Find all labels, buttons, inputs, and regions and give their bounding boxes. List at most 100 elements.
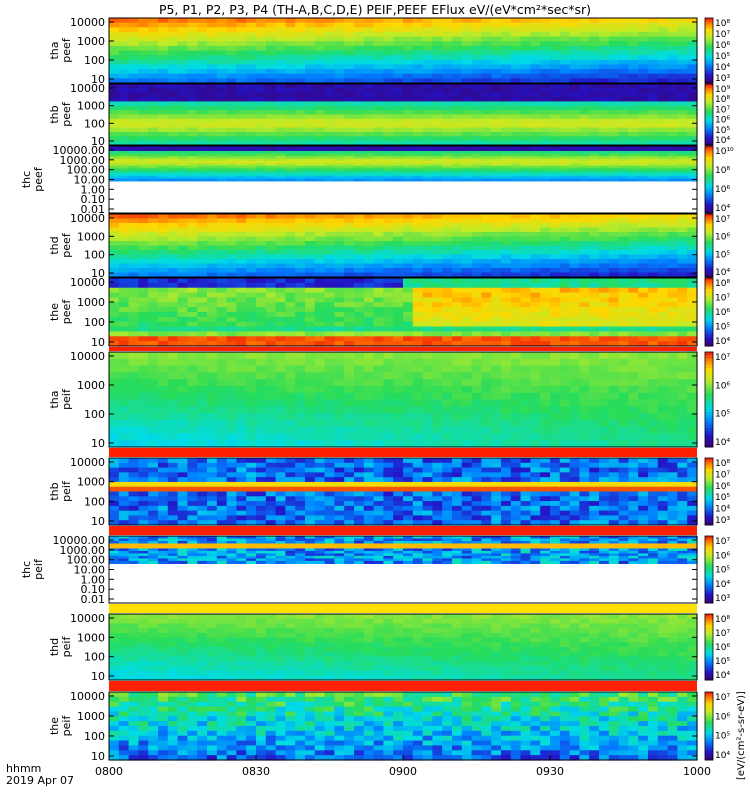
colorbar-tick-label: 10⁵ bbox=[715, 493, 730, 503]
y-tick-label: 100.00 bbox=[67, 164, 106, 177]
panel-frame bbox=[108, 277, 698, 347]
colorbar-tick-label: 10³ bbox=[715, 74, 730, 84]
colorbar-tick-label: 10⁴ bbox=[715, 204, 730, 214]
colorbar: 10⁴ 10⁵ 10⁶ 10⁷ bbox=[704, 213, 730, 278]
colorbar-tick-label: 10³ bbox=[715, 516, 730, 526]
colorbar-tick-label: 10⁶ bbox=[715, 643, 730, 653]
y-axis-product-label: peef bbox=[32, 166, 45, 192]
panel-cells bbox=[109, 536, 698, 564]
panel-the-peef: 10 100 1000 10000 the peef 10⁴ 10⁵ 10⁶ 10⁷ 10⁸ bbox=[48, 276, 730, 349]
colorbar-tick-label: 10⁵ bbox=[715, 323, 730, 333]
y-tick-label: 10000.00 bbox=[53, 534, 106, 547]
colorbar-tick-label: 10⁷ bbox=[715, 294, 730, 304]
y-tick-label: 1000 bbox=[77, 100, 105, 113]
y-tick-label: 10000 bbox=[70, 276, 105, 289]
colorbar-tick-label: 10⁶ bbox=[715, 712, 730, 722]
x-tick-label: 0830 bbox=[242, 765, 270, 778]
colorbar-tick-label: 10⁵ bbox=[715, 657, 730, 667]
colorbar-tick-label: 10⁸ bbox=[715, 615, 730, 625]
colorbar-tick-label: 10³ bbox=[715, 594, 730, 604]
y-axis-product-label: peef bbox=[60, 299, 73, 325]
panel-cells bbox=[109, 614, 698, 681]
colorbar-tick-label: 10⁶ bbox=[715, 381, 730, 391]
y-axis-product-label: peif bbox=[60, 388, 73, 410]
footer-hhmm: hhmm bbox=[6, 762, 41, 775]
y-axis-probe-label: tha bbox=[48, 41, 61, 59]
footer-date: 2019 Apr 07 bbox=[6, 774, 74, 787]
panel-cells bbox=[109, 352, 698, 448]
y-tick-label: 1.00 bbox=[81, 573, 106, 586]
y-tick-label: 10000.00 bbox=[53, 144, 106, 157]
panel-frame bbox=[108, 213, 698, 278]
panel-frame bbox=[108, 17, 698, 84]
y-axis-product-label: peif bbox=[32, 558, 45, 580]
colorbar-tick-label: 10⁸ bbox=[715, 279, 730, 289]
y-axis-probe-label: thc bbox=[20, 561, 33, 578]
y-tick-label: 1000 bbox=[77, 230, 105, 243]
y-axis-probe-label: the bbox=[48, 717, 61, 735]
y-axis-product-label: peif bbox=[60, 636, 73, 658]
y-tick-label: 1000 bbox=[77, 35, 105, 48]
panel-cells bbox=[109, 18, 698, 84]
y-axis-probe-label: thc bbox=[20, 171, 33, 188]
panel-cells bbox=[109, 214, 698, 278]
y-tick-label: 100 bbox=[84, 54, 105, 67]
colorbar-tick-label: 10⁶ bbox=[715, 41, 730, 51]
y-tick-label: 0.01 bbox=[81, 203, 106, 216]
colorbar: 10⁴ 10⁵ 10⁶ 10⁷ 10⁸ bbox=[704, 613, 730, 681]
colorbar-tick-label: 10⁵ bbox=[715, 250, 730, 260]
y-tick-label: 1.00 bbox=[81, 183, 106, 196]
y-axis-probe-label: thd bbox=[48, 638, 61, 656]
y-tick-label: 10 bbox=[91, 267, 105, 280]
y-tick-label: 10 bbox=[91, 336, 105, 349]
y-tick-label: 100 bbox=[84, 730, 105, 743]
colorbar-tick-label: 10⁴ bbox=[715, 671, 730, 681]
colorbar-tick-label: 10⁸ bbox=[715, 19, 730, 29]
colorbar-tick-label: 10⁷ bbox=[715, 470, 730, 480]
panel-thd-peef: 10 100 1000 10000 thd peef 10⁴ 10⁵ 10⁶ 10⁷ bbox=[48, 212, 730, 280]
y-axis-probe-label: the bbox=[48, 303, 61, 321]
y-tick-label: 100 bbox=[84, 408, 105, 421]
y-tick-label: 10.00 bbox=[74, 174, 106, 187]
y-axis-probe-label: thb bbox=[48, 105, 61, 123]
panel-cells bbox=[109, 84, 698, 146]
y-axis-product-label: peef bbox=[60, 37, 73, 63]
colorbar-tick-label: 10⁴ bbox=[715, 438, 730, 448]
colorbar-tick-label: 10⁷ bbox=[715, 215, 730, 225]
colorbar-units-label: [eV/(cm²-s-sr-eV)] bbox=[736, 691, 747, 780]
colorbar-tick-label: 10⁴ bbox=[715, 505, 730, 515]
y-axis-product-label: peif bbox=[60, 715, 73, 737]
y-tick-label: 100 bbox=[84, 495, 105, 508]
y-tick-label: 0.10 bbox=[81, 193, 106, 206]
panel-cells bbox=[109, 278, 698, 347]
y-tick-label: 10000 bbox=[70, 456, 105, 469]
y-tick-label: 10000 bbox=[70, 212, 105, 225]
panel-cells bbox=[109, 146, 698, 182]
colorbar-tick-label: 10⁵ bbox=[715, 566, 730, 576]
panel-frame bbox=[108, 83, 698, 146]
y-axis-product-label: peif bbox=[60, 480, 73, 502]
colorbar-tick-label: 10⁷ bbox=[715, 353, 730, 363]
y-tick-label: 1000 bbox=[77, 631, 105, 644]
colorbar-tick-label: 10⁵ bbox=[715, 410, 730, 420]
colorbar-tick-label: 10⁷ bbox=[715, 537, 730, 547]
colorbar-tick-label: 10⁵ bbox=[715, 732, 730, 742]
colorbar-tick-label: 10⁴ bbox=[715, 337, 730, 347]
colorbar-tick-label: 10⁵ bbox=[715, 52, 730, 62]
panel-frame bbox=[108, 351, 698, 448]
panel-the-peif: 10 100 1000 10000 the peif 10⁴ 10⁵ 10⁶ 10⁷ bbox=[48, 690, 730, 763]
colorbar-tick-label: 10⁶ bbox=[715, 233, 730, 243]
colorbar-tick-label: 10⁷ bbox=[715, 693, 730, 703]
y-tick-label: 0.01 bbox=[81, 593, 106, 606]
x-tick-label: 0800 bbox=[95, 765, 123, 778]
colorbar-tick-label: 10⁴ bbox=[715, 580, 730, 590]
y-tick-label: 10 bbox=[91, 135, 105, 148]
panel-frame bbox=[108, 613, 698, 681]
y-tick-label: 10000 bbox=[70, 82, 105, 95]
